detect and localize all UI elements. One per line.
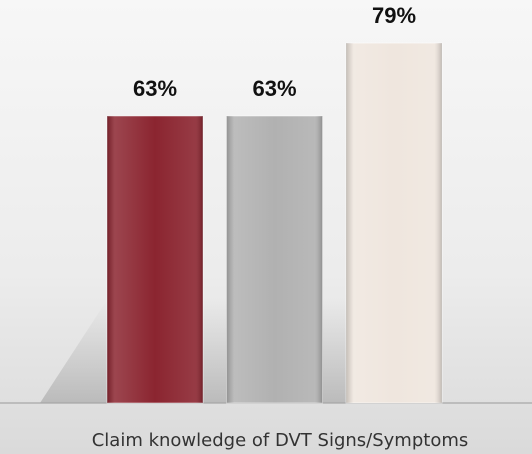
bar — [106, 115, 204, 404]
bar — [226, 115, 323, 404]
value-label: 63% — [133, 76, 177, 101]
category-label: Claim knowledge of DVT Signs/Symptoms — [92, 430, 469, 451]
bar — [345, 42, 443, 404]
value-label: 63% — [252, 76, 296, 101]
value-label: 79% — [372, 3, 416, 28]
